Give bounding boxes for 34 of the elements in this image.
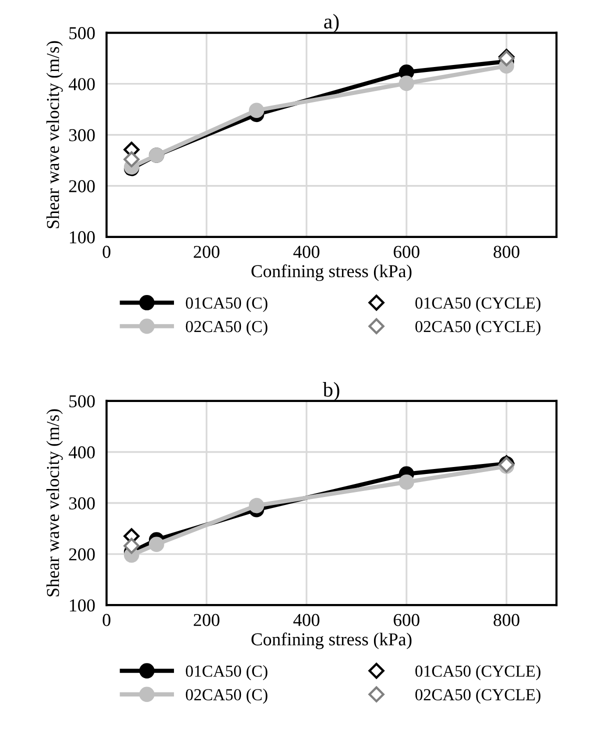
x-tick-label: 600 [394,246,420,258]
y-tick-label: 100 [70,231,95,244]
legend-label: 02CA50 (CYCLE) [415,688,540,704]
legend-label: 01CA50 (C) [186,296,268,312]
x-tick-label: 800 [494,246,520,258]
legend-label: 01CA50 (CYCLE) [415,296,540,312]
y-tick-label: 300 [69,129,95,142]
x-tick-label: 400 [293,614,320,626]
x-tick-label: 800 [494,614,520,626]
y-tick-label: 300 [69,497,95,510]
legend-label: 01CA50 (CYCLE) [415,665,540,680]
legend-label: 01CA50 (C) [186,665,268,680]
legend-label: 02CA50 (C) [186,320,268,336]
x-tick-label: 600 [394,614,420,626]
x-axis-title: Confining stress (kPa) [252,632,412,650]
legend-label: 02CA50 (CYCLE) [415,320,540,336]
legend-label: 02CA50 (C) [186,688,268,704]
y-axis-title: Shear wave velocity (m/s) [46,409,63,596]
y-tick-label: 400 [68,78,95,90]
x-tick-label: 0 [102,246,110,258]
x-tick-label: 200 [194,246,220,258]
x-axis-title: Confining stress (kPa) [252,264,412,282]
x-tick-label: 200 [194,614,220,626]
y-tick-label: 200 [69,180,95,192]
x-tick-label: 0 [102,614,110,626]
y-tick-label: 500 [69,27,95,40]
y-tick-label: 200 [69,548,95,560]
y-tick-label: 500 [69,395,95,408]
y-axis-title: Shear wave velocity (m/s) [46,41,63,228]
chart-title: a) [324,14,339,33]
y-tick-label: 100 [70,599,95,612]
y-tick-label: 400 [68,446,95,458]
chart-title: b) [322,382,340,401]
x-tick-label: 400 [293,246,320,258]
